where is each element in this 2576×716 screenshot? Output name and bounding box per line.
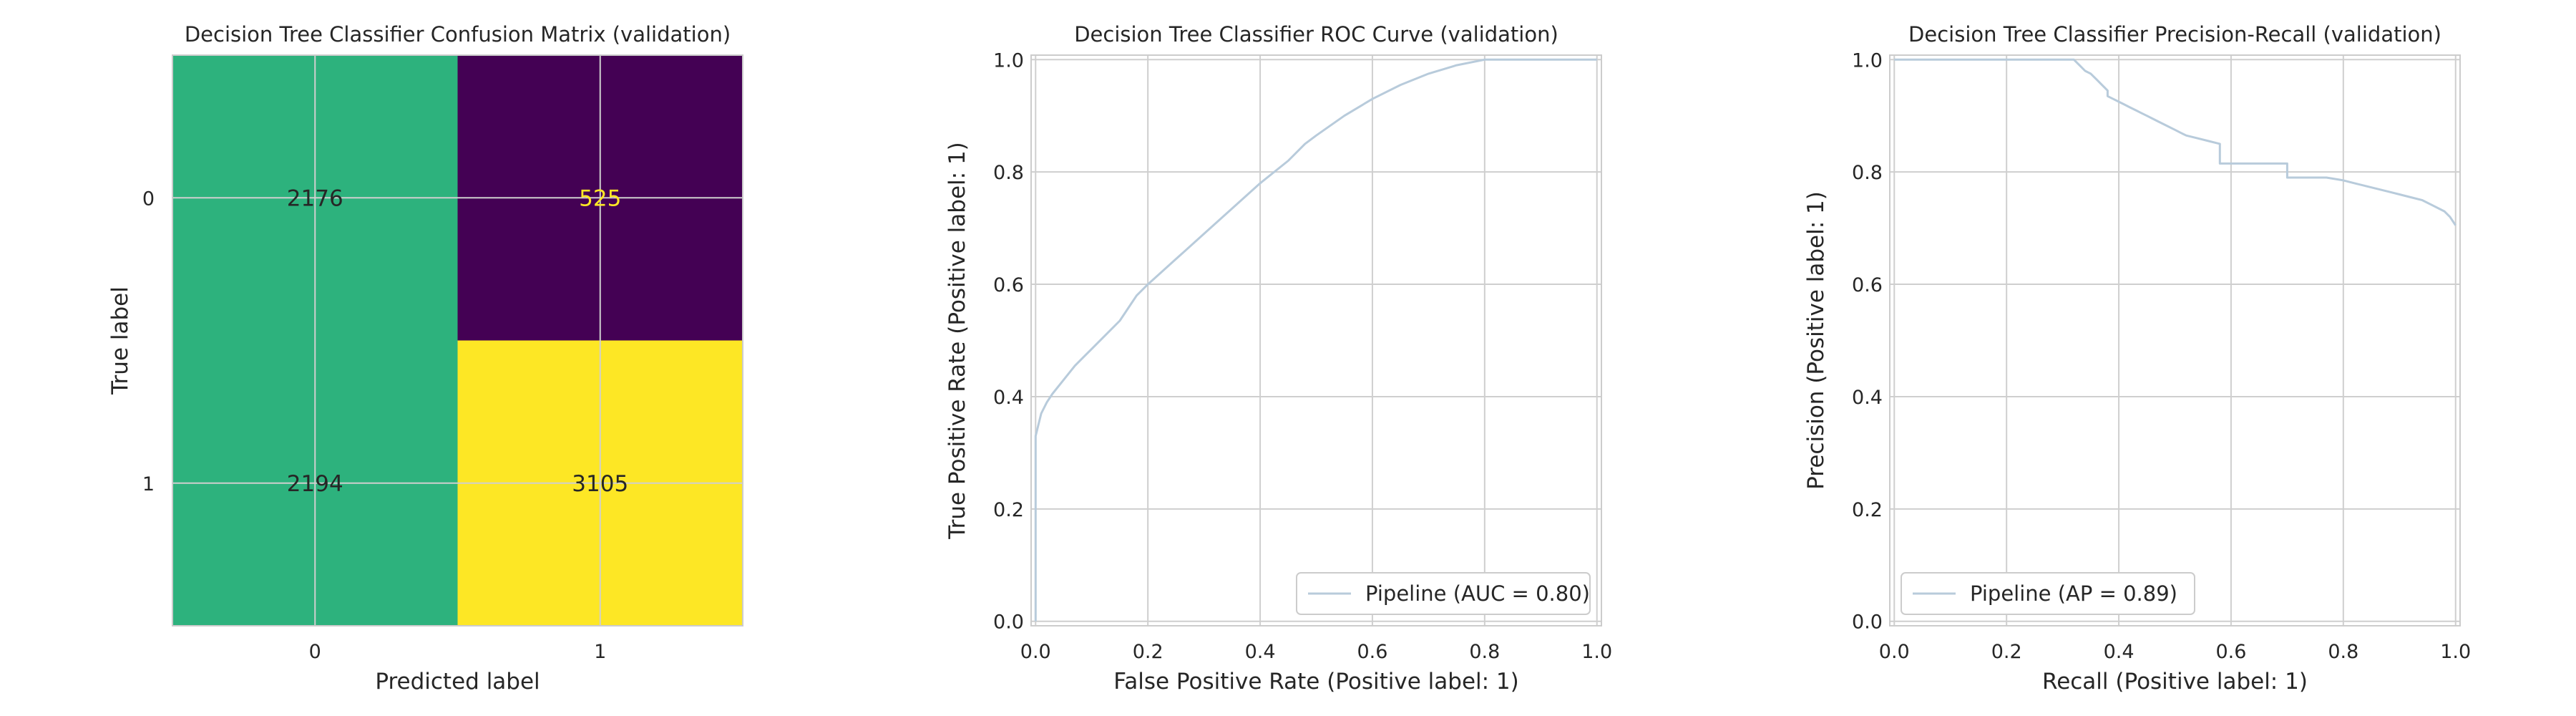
x-axis-label: Recall (Positive label: 1)	[2042, 669, 2308, 695]
y-tick-label: 0.4	[993, 387, 1024, 409]
cell-value-label: 525	[579, 185, 621, 211]
cell-value-label: 2176	[287, 185, 343, 211]
x-tick-label: 0.8	[2328, 641, 2358, 663]
roc-curve-chart: Decision Tree Classifier ROC Curve (vali…	[945, 22, 1612, 695]
x-tick-label: 0.4	[2104, 641, 2135, 663]
y-axis-label: Precision (Positive label: 1)	[1803, 191, 1829, 490]
x-tick-label: 0.0	[1020, 641, 1051, 663]
y-tick-label: 0.2	[1852, 499, 1883, 521]
x-tick-label: 1	[594, 641, 606, 663]
cell-value-label: 3105	[572, 471, 628, 497]
chart-title: Decision Tree Classifier ROC Curve (vali…	[1074, 22, 1558, 47]
y-tick-label: 0.2	[993, 499, 1024, 521]
y-tick-label: 0.4	[1852, 387, 1883, 409]
y-tick-label: 0	[142, 188, 155, 210]
plot-area	[1031, 55, 1601, 626]
plot-frame	[1030, 54, 1602, 626]
cell-value-label: 2194	[287, 471, 343, 497]
legend: Pipeline (AP = 0.89)	[1901, 572, 2195, 615]
x-tick-label: 1.0	[2440, 641, 2471, 663]
y-tick-label: 1.0	[1852, 49, 1883, 72]
y-axis-label: True label	[107, 286, 133, 395]
legend-box	[1296, 572, 1591, 615]
confusion-matrix-chart: Decision Tree Classifier Confusion Matri…	[107, 22, 743, 695]
x-tick-label: 1.0	[1581, 641, 1612, 663]
y-tick-label: 0.6	[1852, 274, 1883, 296]
y-axis-label: True Positive Rate (Positive label: 1)	[945, 142, 970, 540]
y-tick-label: 1	[142, 473, 155, 495]
y-tick-label: 1.0	[993, 49, 1024, 72]
x-tick-label: 0.6	[2215, 641, 2246, 663]
x-tick-label: 0.2	[1991, 641, 2022, 663]
x-tick-label: 0.4	[1245, 641, 1276, 663]
x-tick-label: 0.6	[1357, 641, 1387, 663]
x-axis-label: Predicted label	[375, 669, 540, 695]
y-tick-label: 0.6	[993, 274, 1024, 296]
chart-title: Decision Tree Classifier Confusion Matri…	[185, 22, 731, 47]
y-tick-label: 0.8	[993, 162, 1024, 184]
plot-area	[1890, 55, 2460, 626]
plot-frame	[172, 54, 743, 626]
series-line	[1894, 58, 2457, 226]
y-tick-label: 0.8	[1852, 162, 1883, 184]
precision-recall-chart: Decision Tree Classifier Precision-Recal…	[1803, 22, 2471, 695]
x-axis-label: False Positive Rate (Positive label: 1)	[1113, 669, 1519, 695]
legend-entry-label: Pipeline (AP = 0.89)	[1970, 581, 2177, 606]
chart-title: Decision Tree Classifier Precision-Recal…	[1908, 22, 2441, 47]
x-tick-label: 0.8	[1469, 641, 1500, 663]
legend: Pipeline (AUC = 0.80)	[1296, 572, 1591, 615]
legend-box	[1901, 572, 2195, 615]
x-tick-label: 0	[309, 641, 321, 663]
series-line	[1034, 58, 1597, 621]
y-tick-label: 0.0	[993, 611, 1024, 634]
x-tick-label: 0.0	[1879, 641, 1910, 663]
legend-entry-label: Pipeline (AUC = 0.80)	[1365, 581, 1590, 606]
y-tick-label: 0.0	[1852, 611, 1883, 634]
x-tick-label: 0.2	[1133, 641, 1163, 663]
plot-frame	[1889, 54, 2461, 626]
